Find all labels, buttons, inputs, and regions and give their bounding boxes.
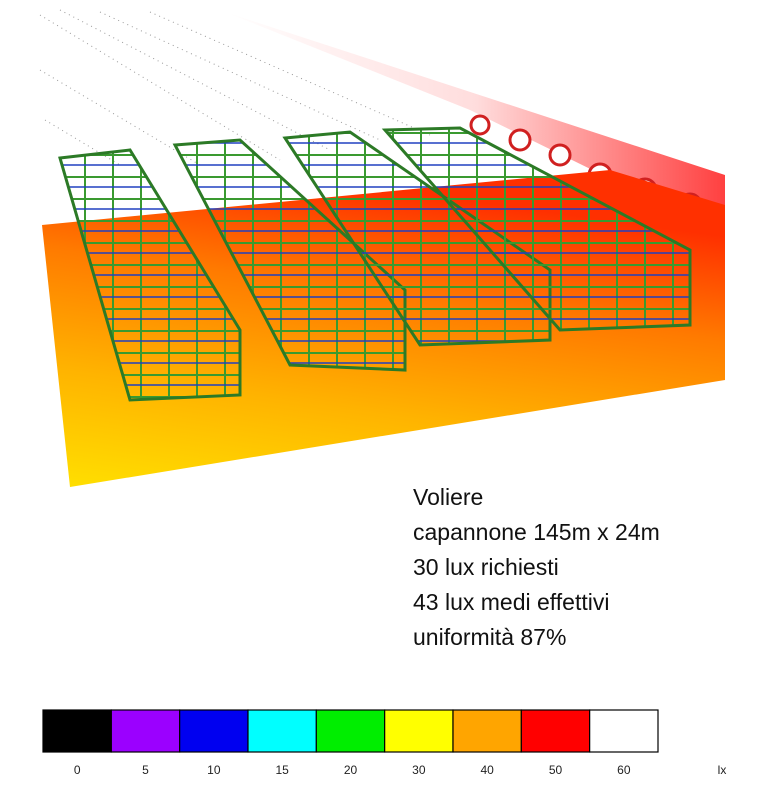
legend-swatch [384,709,454,753]
legend-swatch [520,709,591,753]
legend-label: 50 [549,763,563,777]
caption-line: 43 lux medi effettivi [413,589,609,615]
legend-unit: lx [718,763,727,777]
aviaries [58,126,692,402]
legend-swatch [589,709,659,753]
legend-label: 0 [74,763,81,777]
legend-label: 40 [480,763,494,777]
legend-swatch [247,709,317,753]
rays [39,9,431,166]
legend-label: 5 [142,763,149,777]
caption-line: Voliere [413,484,483,510]
legend-swatch [452,709,522,753]
legend-label: 20 [344,763,358,777]
legend-label: 15 [275,763,289,777]
legend-label: 30 [412,763,426,777]
legend-swatch [110,709,181,753]
legend-swatch [315,709,386,753]
legend-swatch [42,709,112,753]
legend: 0 5 10 15 20 30 40 50 60 lx [42,709,727,777]
legend-label: 10 [207,763,221,777]
caption-line: capannone 145m x 24m [413,519,660,545]
caption-line: 30 lux richiesti [413,554,559,580]
legend-swatch [179,709,249,753]
caption-line: uniformità 87% [413,624,566,650]
legend-label: 60 [617,763,631,777]
